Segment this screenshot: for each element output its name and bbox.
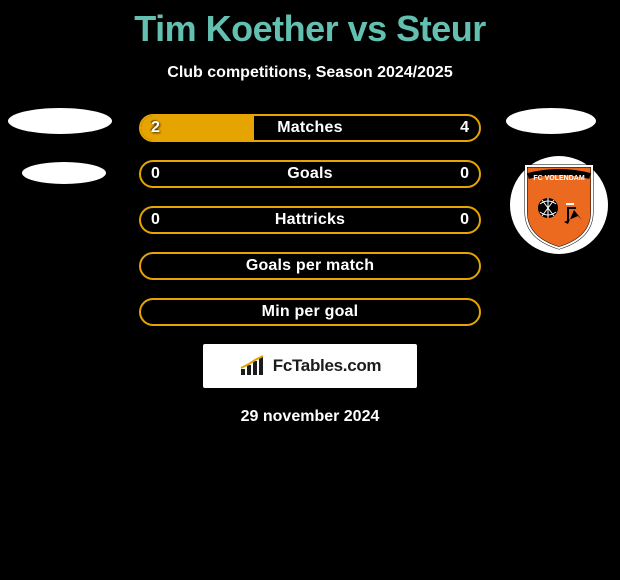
branding-box: FcTables.com [203, 344, 417, 388]
club-badge: FC VOLENDAM [510, 156, 608, 254]
stat-bar: Goals per match [139, 252, 481, 280]
shield-icon: FC VOLENDAM [518, 160, 600, 250]
page-title: Tim Koether vs Steur [0, 0, 620, 50]
avatar-ellipse [506, 108, 596, 134]
bar-label: Goals per match [141, 254, 479, 278]
bar-label: Matches [141, 116, 479, 140]
svg-text:FC VOLENDAM: FC VOLENDAM [533, 175, 585, 182]
left-player-avatar [8, 108, 112, 212]
branding-text: FcTables.com [273, 356, 382, 376]
chart-icon [239, 355, 267, 377]
avatar-ellipse [22, 162, 106, 184]
stat-bar: Min per goal [139, 298, 481, 326]
avatar-ellipse [8, 108, 112, 134]
footer-date: 29 november 2024 [0, 408, 620, 426]
page-subtitle: Club competitions, Season 2024/2025 [0, 64, 620, 82]
bar-label: Goals [141, 162, 479, 186]
bar-label: Min per goal [141, 300, 479, 324]
bar-label: Hattricks [141, 208, 479, 232]
stat-bar: 00Hattricks [139, 206, 481, 234]
stat-bar: 00Goals [139, 160, 481, 188]
comparison-area: FC VOLENDAM 24Matches 00Goals 00Hattricks G… [0, 114, 620, 326]
stat-bar: 24Matches [139, 114, 481, 142]
right-player-avatar [506, 108, 596, 162]
